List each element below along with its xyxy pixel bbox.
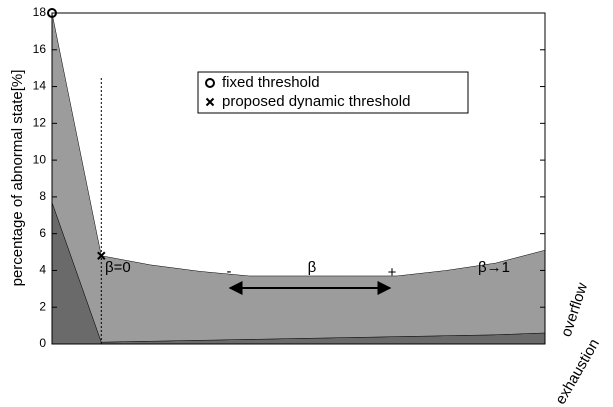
y-tick-label: 18 (33, 5, 47, 19)
plot-area (51, 12, 546, 345)
y-tick-label: 0 (39, 336, 46, 350)
plot-frame (51, 12, 546, 345)
marker-cross (205, 97, 215, 107)
y-axis-label: percentage of abnormal state[%] (9, 70, 26, 287)
y-tick-label: 14 (33, 79, 47, 93)
annotation: β (308, 259, 317, 276)
series-label: overflow (558, 280, 591, 339)
y-tick-label: 6 (39, 226, 46, 240)
marker-circle (205, 78, 215, 88)
legend-label: proposed dynamic threshold (222, 93, 410, 110)
series-label: exhaustion (552, 336, 603, 407)
legend-box (197, 71, 469, 114)
annotation: + (388, 264, 397, 281)
annotation: β=0 (105, 259, 131, 276)
y-tick-label: 4 (39, 263, 46, 277)
legend-label: fixed threshold (222, 74, 320, 91)
annotation: - (227, 263, 232, 280)
y-tick-label: 2 (39, 299, 46, 313)
marker-circle (47, 8, 57, 18)
annotation: β→1 (478, 259, 510, 276)
y-tick-label: 12 (33, 116, 47, 130)
y-tick-label: 10 (33, 152, 47, 166)
y-tick-label: 16 (33, 42, 47, 56)
area-overflow (51, 12, 546, 343)
y-tick-label: 8 (39, 189, 46, 203)
marker-cross (97, 251, 106, 260)
